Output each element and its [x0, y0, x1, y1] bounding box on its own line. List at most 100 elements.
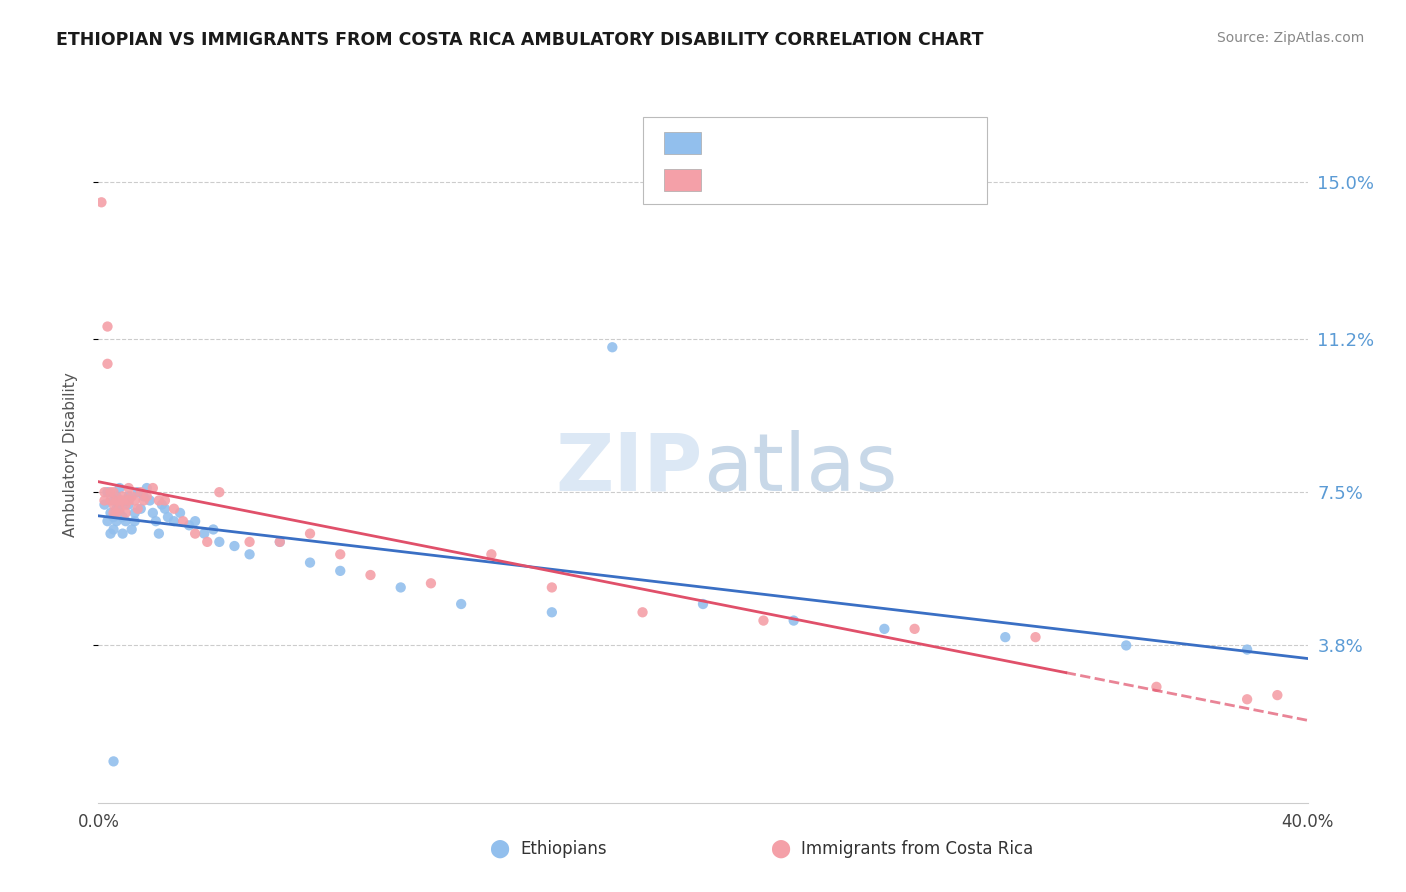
Point: [450, 597, 472, 611]
Point: [1267, 688, 1289, 702]
Point: [172, 514, 194, 528]
Point: [111, 510, 134, 524]
Point: [631, 605, 654, 619]
Point: [329, 547, 352, 561]
Point: [103, 510, 125, 524]
Point: [299, 556, 322, 570]
Point: [96, 319, 118, 334]
Point: [1115, 639, 1137, 653]
FancyBboxPatch shape: [664, 132, 700, 154]
Point: [783, 614, 806, 628]
Point: [96, 357, 118, 371]
Point: [93, 493, 115, 508]
Point: [93, 485, 115, 500]
Point: [118, 481, 141, 495]
Point: [420, 576, 443, 591]
Point: [153, 493, 176, 508]
Point: [127, 485, 149, 500]
Point: [96, 514, 118, 528]
Point: [114, 506, 136, 520]
Point: [132, 493, 155, 508]
Point: [269, 535, 291, 549]
Point: [135, 481, 157, 495]
Text: ETHIOPIAN VS IMMIGRANTS FROM COSTA RICA AMBULATORY DISABILITY CORRELATION CHART: ETHIOPIAN VS IMMIGRANTS FROM COSTA RICA …: [56, 31, 984, 49]
Point: [108, 481, 131, 495]
Text: R =: R =: [716, 135, 751, 153]
Point: [142, 506, 165, 520]
Point: [108, 501, 131, 516]
Point: [114, 498, 136, 512]
Point: [135, 489, 157, 503]
Point: [752, 614, 775, 628]
Point: [481, 547, 503, 561]
Point: [145, 514, 167, 528]
Point: [90, 195, 112, 210]
Point: [105, 501, 128, 516]
Point: [111, 489, 134, 503]
Point: [118, 493, 141, 508]
Text: ⬤: ⬤: [770, 840, 790, 858]
Point: [148, 493, 170, 508]
Point: [540, 605, 562, 619]
Point: [121, 489, 143, 503]
Point: [1236, 692, 1258, 706]
Point: [132, 489, 155, 503]
Point: [179, 518, 201, 533]
Point: [239, 535, 262, 549]
Text: atlas: atlas: [703, 430, 897, 508]
Point: [150, 498, 173, 512]
Point: [121, 523, 143, 537]
FancyBboxPatch shape: [643, 118, 987, 204]
Point: [103, 755, 125, 769]
Point: [904, 622, 927, 636]
Point: [103, 523, 125, 537]
Point: [105, 506, 128, 520]
Point: [105, 493, 128, 508]
Point: [100, 485, 122, 500]
Point: [193, 526, 215, 541]
Point: [269, 535, 291, 549]
Text: N = 49: N = 49: [818, 171, 876, 189]
Point: [118, 498, 141, 512]
Point: [114, 514, 136, 528]
Point: [1236, 642, 1258, 657]
Point: [108, 506, 131, 520]
Point: [1144, 680, 1167, 694]
Point: [142, 481, 165, 495]
Point: [105, 489, 128, 503]
Point: [103, 498, 125, 512]
Y-axis label: Ambulatory Disability: Ambulatory Disability: [63, 373, 77, 537]
Point: [108, 498, 131, 512]
Point: [602, 340, 624, 354]
Text: R =: R =: [716, 171, 751, 189]
Point: [208, 535, 231, 549]
Point: [202, 523, 225, 537]
Point: [103, 493, 125, 508]
Point: [994, 630, 1017, 644]
Point: [129, 501, 152, 516]
Point: [103, 506, 125, 520]
Point: [124, 506, 146, 520]
Text: N = 57: N = 57: [818, 135, 876, 153]
Point: [208, 485, 231, 500]
Point: [124, 493, 146, 508]
Point: [873, 622, 896, 636]
Point: [93, 498, 115, 512]
Point: [148, 526, 170, 541]
Point: [184, 526, 207, 541]
Point: [299, 526, 322, 541]
Point: [103, 485, 125, 500]
Text: -0.250: -0.250: [751, 135, 804, 153]
Point: [224, 539, 246, 553]
Point: [156, 510, 179, 524]
Point: [169, 506, 191, 520]
Point: [239, 547, 262, 561]
Point: [389, 581, 412, 595]
Point: [127, 501, 149, 516]
Point: [118, 489, 141, 503]
Point: [108, 493, 131, 508]
Text: -0.239: -0.239: [751, 171, 804, 189]
Point: [360, 568, 382, 582]
Text: Source: ZipAtlas.com: Source: ZipAtlas.com: [1216, 31, 1364, 45]
Point: [100, 526, 122, 541]
